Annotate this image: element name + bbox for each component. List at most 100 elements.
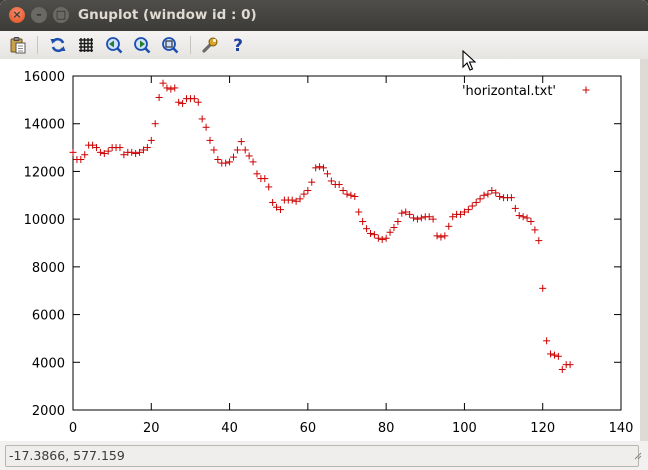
y-tick-label: 4000	[32, 356, 65, 371]
data-point	[327, 177, 335, 185]
data-point	[229, 153, 237, 161]
data-point	[347, 191, 355, 199]
data-point	[488, 187, 496, 195]
close-button[interactable]: ×	[9, 7, 25, 23]
data-point	[81, 151, 89, 159]
data-point	[100, 150, 108, 158]
data-point	[543, 337, 551, 345]
toolbar-separator	[190, 36, 191, 54]
data-point	[316, 163, 324, 171]
replot-button[interactable]	[48, 35, 68, 55]
zoom-previous-button[interactable]	[104, 35, 124, 55]
data-point	[92, 144, 100, 152]
svg-text:?: ?	[233, 36, 243, 54]
data-point	[179, 99, 187, 107]
data-point	[300, 190, 308, 198]
title-bar[interactable]: × – □ Gnuplot (window id : 0)	[0, 0, 648, 31]
data-point	[69, 148, 77, 156]
data-point	[351, 192, 359, 200]
preferences-button[interactable]	[200, 35, 220, 55]
data-point	[539, 284, 547, 292]
data-point	[222, 159, 230, 167]
data-point	[363, 225, 371, 233]
data-point	[402, 208, 410, 216]
data-point	[335, 181, 343, 189]
toggle-grid-button[interactable]	[76, 35, 96, 55]
data-point	[292, 197, 300, 205]
data-point	[241, 146, 249, 154]
zoom-next-icon	[134, 37, 151, 54]
data-point	[437, 233, 445, 241]
minimize-button[interactable]: –	[31, 7, 47, 23]
data-point	[355, 208, 363, 216]
clipboard-icon	[10, 37, 26, 54]
data-point	[96, 148, 104, 156]
data-point	[507, 194, 515, 202]
x-tick-label: 140	[609, 421, 634, 436]
x-tick-label: 40	[221, 421, 238, 436]
data-point	[550, 351, 558, 359]
data-point	[566, 361, 574, 369]
data-point	[206, 136, 214, 144]
data-point	[214, 156, 222, 163]
x-tick-label: 80	[378, 421, 395, 436]
data-point	[343, 190, 351, 198]
y-tick-label: 2000	[32, 404, 65, 419]
data-point	[390, 223, 398, 231]
data-point	[429, 215, 437, 223]
autoscale-button[interactable]	[160, 35, 180, 55]
data-point	[136, 148, 144, 156]
minimize-icon: –	[36, 8, 42, 21]
data-point	[370, 231, 378, 239]
data-point	[406, 210, 414, 218]
resize-grip-icon[interactable]	[634, 452, 642, 460]
status-box: -17.3866, 577.159	[5, 445, 639, 467]
y-tick-label: 10000	[24, 213, 65, 228]
copy-clipboard-button[interactable]	[8, 35, 28, 55]
data-point	[449, 213, 457, 221]
data-point	[382, 234, 390, 242]
data-point	[511, 204, 519, 212]
window-edge	[640, 59, 648, 441]
data-point	[269, 198, 277, 206]
help-button[interactable]: ?	[228, 35, 248, 55]
data-point	[104, 147, 112, 155]
maximize-button[interactable]: □	[53, 7, 69, 23]
data-point	[457, 210, 465, 218]
data-point	[417, 214, 425, 222]
data-point	[515, 212, 523, 220]
data-point	[265, 183, 273, 191]
zoom-next-button[interactable]	[132, 35, 152, 55]
data-point	[155, 93, 163, 101]
x-tick-label: 20	[143, 421, 160, 436]
data-point	[339, 187, 347, 195]
window-title: Gnuplot (window id : 0)	[78, 7, 257, 23]
data-point	[413, 215, 421, 223]
data-point	[378, 235, 386, 243]
data-point	[527, 218, 535, 226]
data-point	[547, 350, 555, 358]
grid-icon	[79, 38, 93, 52]
legend-label: 'horizontal.txt'	[462, 84, 556, 99]
data-point	[202, 123, 210, 131]
data-point	[132, 150, 140, 158]
legend-marker	[582, 86, 590, 94]
data-point	[320, 164, 328, 172]
maximize-icon: □	[55, 8, 67, 21]
data-point	[496, 192, 504, 200]
data-point	[194, 98, 202, 106]
data-point	[288, 196, 296, 204]
data-point	[374, 234, 382, 242]
data-point	[386, 228, 394, 236]
data-point	[253, 170, 261, 178]
data-point	[472, 198, 480, 206]
x-tick-label: 120	[530, 421, 555, 436]
data-point	[523, 214, 531, 222]
plot-area[interactable]: 0 20 40 60 80 100 120 140 2000 4000 6000 8000 10000 1…	[0, 59, 640, 441]
data-point	[476, 195, 484, 203]
data-point	[433, 232, 441, 240]
data-point	[312, 164, 320, 172]
scatter-plot[interactable]: 0 20 40 60 80 100 120 140 2000 4000 6000 8000 10000 1…	[0, 59, 640, 441]
data-point	[296, 195, 304, 203]
